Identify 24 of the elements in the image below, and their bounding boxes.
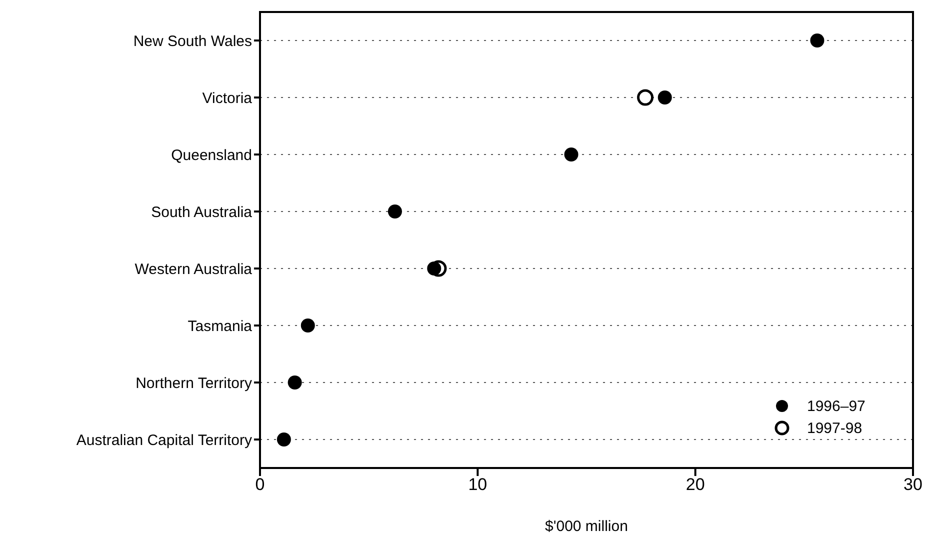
point (388, 204, 402, 218)
x-tick-label: 30 (904, 475, 922, 494)
y-tick-label: Northern Territory (136, 374, 252, 392)
y-tick-label: South Australia (151, 204, 253, 221)
point (564, 148, 578, 162)
point (658, 90, 672, 104)
point (427, 262, 442, 276)
x-tick-label: 10 (468, 475, 488, 494)
point (810, 34, 824, 48)
point (288, 376, 302, 390)
y-tick-label: Queensland (171, 146, 252, 164)
y-tick-label: Western Australia (134, 260, 253, 278)
y-tick-label: Tasmania (188, 318, 253, 335)
legend-label: 1997-98 (807, 420, 862, 436)
y-tick-label: Australian Capital Territory (76, 432, 252, 449)
x-axis-title: $'000 million (545, 518, 628, 535)
point (276, 432, 291, 446)
x-tick-label: 0 (255, 475, 265, 494)
point (300, 318, 315, 332)
x-tick-label: 20 (686, 475, 705, 494)
legend-label: 1996–97 (807, 398, 866, 414)
y-tick-label: New South Wales (133, 32, 252, 50)
point (637, 89, 654, 106)
y-tick-label: Victoria (202, 90, 253, 107)
